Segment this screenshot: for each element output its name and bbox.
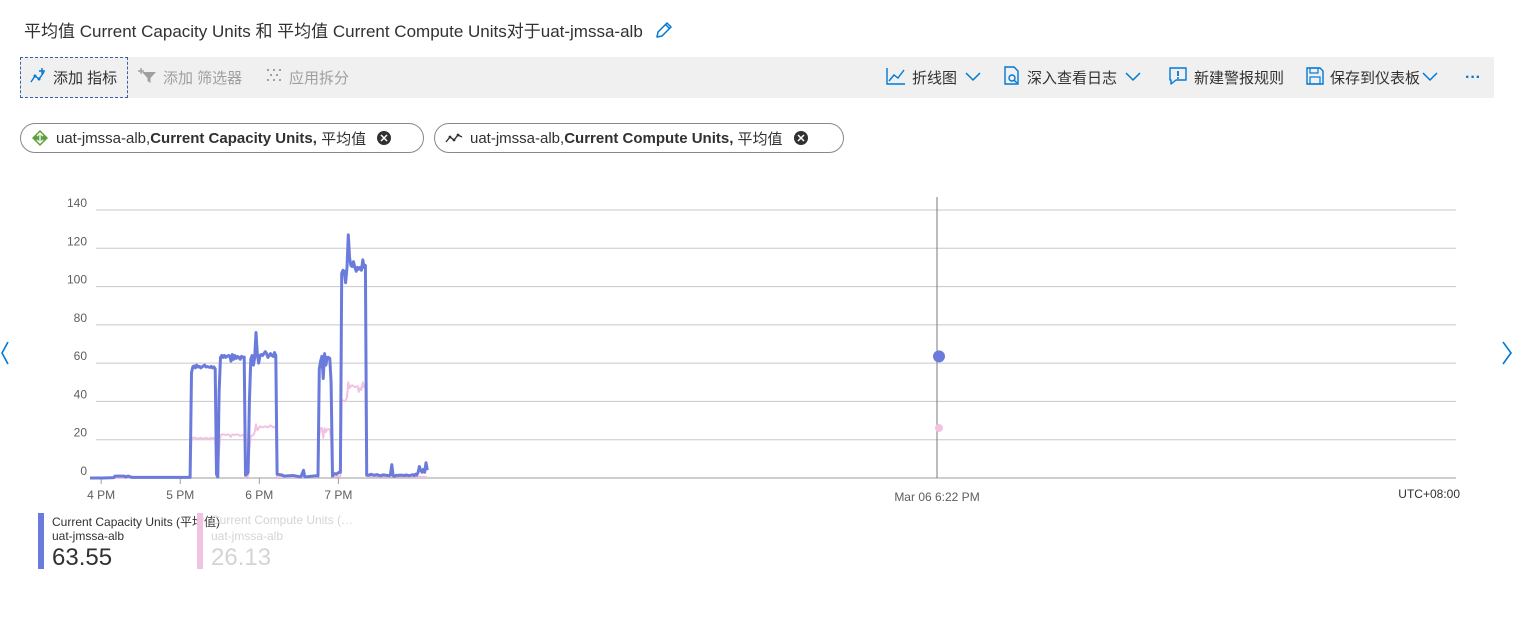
filter-icon <box>137 67 163 89</box>
save-to-dashboard-dropdown[interactable]: 保存到仪表板 <box>1306 57 1444 98</box>
more-options-button[interactable]: ··· <box>1465 68 1481 86</box>
save-to-dashboard-label: 保存到仪表板 <box>1330 70 1421 87</box>
chart-title-text: 平均值 Current Capacity Units 和 平均值 Current… <box>24 22 643 41</box>
application-gateway-icon <box>31 129 49 147</box>
line-chart-icon <box>886 67 912 89</box>
chevron-down-icon <box>1422 69 1444 86</box>
add-filter-button[interactable]: 添加 筛选器 <box>137 57 242 98</box>
add-filter-label: 添加 筛选器 <box>163 70 243 87</box>
legend-color-bar <box>197 513 203 569</box>
series-line-compute <box>89 381 428 479</box>
pill-resource: uat-jmssa-alb, <box>56 129 151 147</box>
y-tick-label: 80 <box>74 311 88 325</box>
close-icon[interactable] <box>793 130 809 146</box>
y-tick-label: 0 <box>80 464 87 478</box>
metric-pill-capacity[interactable]: uat-jmssa-alb, Current Capacity Units, 平… <box>20 123 424 153</box>
pencil-icon[interactable] <box>654 20 674 45</box>
add-metric-icon <box>29 67 53 89</box>
y-tick-label: 60 <box>74 349 88 363</box>
pill-resource: uat-jmssa-alb, <box>470 129 565 147</box>
legend-resource: uat-jmssa-alb <box>211 529 284 543</box>
drill-into-logs-dropdown[interactable]: 深入查看日志 <box>1003 57 1147 98</box>
chart-type-label: 折线图 <box>912 70 958 87</box>
split-icon <box>265 67 289 89</box>
drill-into-logs-label: 深入查看日志 <box>1027 70 1118 87</box>
new-alert-rule-label: 新建警报规则 <box>1194 70 1285 87</box>
chevron-down-icon <box>1125 69 1147 86</box>
cursor-point-compute <box>935 423 943 432</box>
pill-metric: Current Compute Units, <box>564 129 734 147</box>
save-icon <box>1306 66 1330 89</box>
add-metric-button[interactable]: 添加 指标 <box>20 57 129 98</box>
x-tick-label: 5 PM <box>166 488 194 502</box>
legend-resource: uat-jmssa-alb <box>52 529 125 543</box>
metric-line-icon <box>445 131 463 145</box>
add-metric-label: 添加 指标 <box>53 70 118 87</box>
y-tick-label: 140 <box>67 196 87 210</box>
chevron-down-icon <box>965 69 987 86</box>
pill-metric: Current Capacity Units, <box>150 129 317 147</box>
y-tick-label: 120 <box>67 234 87 248</box>
logs-icon <box>1003 65 1027 90</box>
x-tick-label: 4 PM <box>87 488 115 502</box>
legend-series-name: Current Capacity Units (平均值) <box>52 515 221 529</box>
cursor-time-label: Mar 06 6:22 PM <box>894 490 979 504</box>
apply-split-button[interactable]: 应用拆分 <box>265 57 349 98</box>
pill-aggregation: 平均值 <box>321 130 367 148</box>
legend-value: 63.55 <box>52 544 113 571</box>
metric-pill-compute[interactable]: uat-jmssa-alb, Current Compute Units, 平均… <box>434 123 844 153</box>
chart-title: 平均值 Current Capacity Units 和 平均值 Current… <box>24 17 674 45</box>
pill-aggregation: 平均值 <box>737 130 783 148</box>
alert-icon <box>1168 66 1194 90</box>
line-chart[interactable]: 0 20 40 60 80 100 120 140 4 PM 5 PM 6 PM 7 PM UTC+08… <box>0 180 1526 510</box>
legend-value: 26.13 <box>211 544 272 571</box>
chart-type-dropdown[interactable]: 折线图 <box>886 57 987 98</box>
new-alert-rule-button[interactable]: 新建警报规则 <box>1168 57 1284 98</box>
legend-series-name: Current Compute Units (… <box>211 513 354 527</box>
series-line-capacity <box>90 233 429 480</box>
cursor-point-capacity <box>933 350 945 363</box>
apply-split-label: 应用拆分 <box>289 70 350 87</box>
chevron-left-icon[interactable] <box>0 340 10 366</box>
chevron-right-icon[interactable] <box>1500 340 1514 366</box>
timezone-label: UTC+08:00 <box>1398 487 1460 501</box>
y-tick-label: 40 <box>74 387 88 401</box>
legend-color-bar <box>38 513 44 569</box>
x-tick-label: 6 PM <box>245 488 273 502</box>
close-icon[interactable] <box>376 130 392 146</box>
toolbar: 添加 指标 添加 筛选器 应用拆分 折线图 深入查看日志 新建警报规则 保存到仪… <box>20 57 1494 98</box>
y-tick-label: 100 <box>67 273 87 287</box>
x-tick-label: 7 PM <box>324 488 352 502</box>
y-tick-label: 20 <box>74 426 88 440</box>
